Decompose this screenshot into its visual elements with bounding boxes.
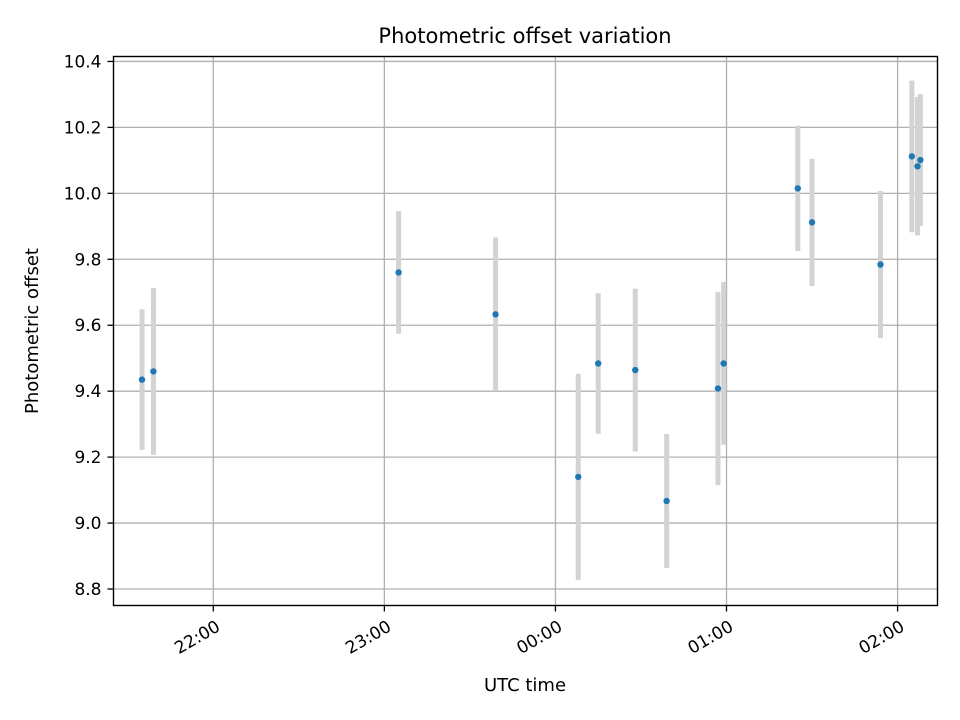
data-point (632, 366, 639, 374)
data-point (575, 473, 582, 481)
y-tick-label: 9.8 (74, 250, 101, 270)
data-point (914, 163, 921, 170)
y-tick-label: 10.0 (64, 184, 102, 204)
data-point (917, 156, 924, 164)
y-axis: 8.8 9.0 9.2 9.4 9.6 9.8 10.0 10.2 10.4 (64, 52, 114, 600)
y-tick-label: 9.6 (74, 316, 101, 336)
data-point (138, 376, 146, 383)
y-axis-title: Photometric offset (22, 248, 43, 414)
data-point (877, 261, 884, 268)
data-point (150, 368, 157, 375)
y-tick-label: 9.0 (74, 514, 101, 534)
chart-title: Photometric offset variation (378, 24, 671, 48)
data-point (395, 269, 402, 276)
plot-frame (112, 55, 939, 607)
y-tick-label: 10.2 (64, 118, 102, 138)
data-point (663, 497, 670, 505)
y-tick-label: 8.8 (74, 580, 101, 600)
data-point (808, 219, 816, 226)
x-axis-title: UTC time (484, 675, 566, 696)
y-tick-label: 10.4 (64, 52, 102, 72)
data-point (492, 311, 499, 318)
point-layer (138, 153, 924, 505)
data-point (720, 360, 727, 367)
grid-layer (113, 56, 938, 606)
data-point (794, 185, 801, 192)
data-point (908, 153, 916, 160)
data-point (714, 385, 722, 392)
y-tick-label: 9.4 (74, 382, 101, 402)
y-tick-label: 9.2 (74, 448, 101, 468)
data-point (595, 360, 602, 367)
